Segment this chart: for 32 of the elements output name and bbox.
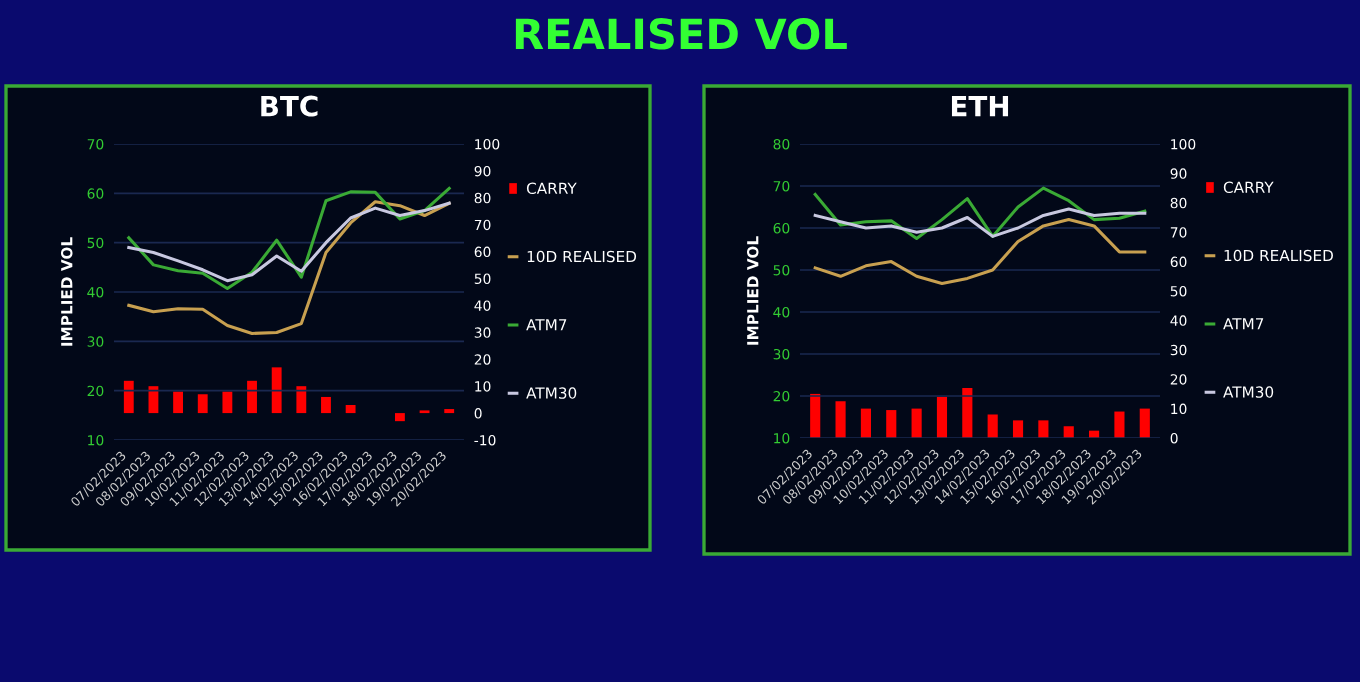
- bar: [222, 391, 233, 414]
- text: REALISED VOL: [515, 18, 847, 50]
- line-series: [813, 218, 1147, 285]
- bar: [1063, 426, 1074, 438]
- bar: [123, 380, 134, 414]
- bar: [987, 414, 998, 438]
- bar: [835, 401, 846, 438]
- chart-title: BTC: [261, 95, 318, 117]
- bar: [1114, 411, 1125, 438]
- bar: [911, 408, 922, 438]
- line-series: [813, 207, 1147, 238]
- bar: [271, 367, 282, 414]
- bar: [1038, 420, 1049, 438]
- bar: [296, 386, 307, 414]
- bar: [345, 405, 356, 414]
- line-series: [813, 186, 1147, 241]
- line-series: [127, 201, 451, 283]
- bar: [860, 408, 871, 438]
- bar: [321, 396, 331, 414]
- bar: [173, 391, 184, 414]
- bar: [197, 394, 208, 414]
- bar: [886, 410, 897, 438]
- line-series: [127, 200, 451, 335]
- bar: [247, 380, 257, 414]
- bar: [962, 388, 973, 438]
- bar: [810, 393, 821, 438]
- chart-title: ETH: [951, 95, 1009, 117]
- bar: [394, 413, 405, 422]
- line-series: [127, 186, 451, 291]
- bar: [936, 396, 948, 438]
- bar: [1012, 420, 1024, 438]
- bar: [1139, 408, 1150, 438]
